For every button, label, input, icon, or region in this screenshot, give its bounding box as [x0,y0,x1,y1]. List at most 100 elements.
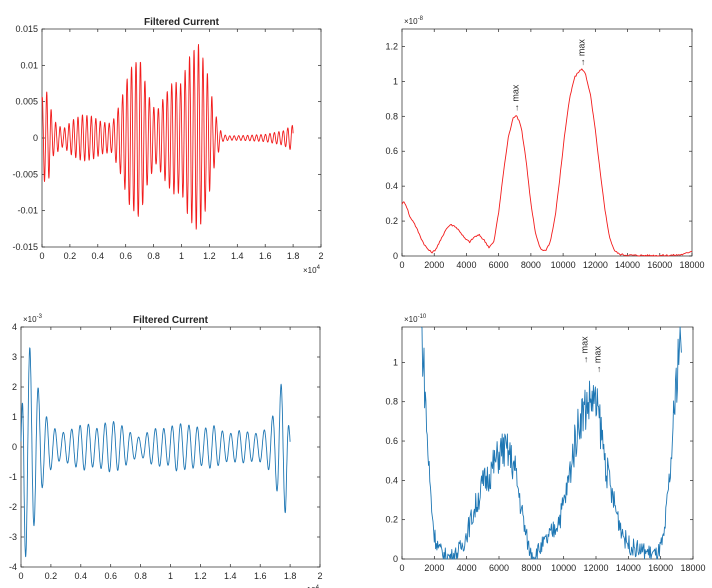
chart-p4: 0 2000 4000 6000 8000 10000 12000 14000 16000 180… [385,314,705,573]
x-tick-label: 0 [39,251,44,261]
chart-p1: 0 0.2 0.4 0.6 0.8 1 1.2 1.4 1.6 1.8 2 -0.015 -0.01 -0… [12,17,323,275]
series-line [401,68,693,257]
x-tick-label: 0 [399,563,404,573]
annotation-text: max [580,336,590,354]
y-tick-label: -3 [9,532,17,542]
x-tick-label: 10000 [551,563,576,573]
y-tick-label: 0.2 [385,216,398,226]
y-exponent-label: ×10-3 [23,314,43,324]
x-tick-label: 18000 [679,260,704,270]
x-tick-label: 12000 [583,260,608,270]
peak-annotation: →max [577,39,587,68]
x-tick-label: 14000 [616,563,641,573]
x-tick-label: 8000 [521,260,541,270]
annotation-text: max [511,84,521,102]
y-tick-label: -2 [9,502,17,512]
x-tick-label: 0 [18,571,23,581]
x-tick-label: 2 [317,571,322,581]
x-tick-label: 1 [179,251,184,261]
x-tick-label: 0.6 [104,571,117,581]
x-tick-label: 0 [399,260,404,270]
y-tick-label: -0.015 [12,242,38,252]
x-tick-label: 4000 [456,260,476,270]
y-tick-label: 1 [12,412,17,422]
x-tick-label: 1.6 [254,571,267,581]
x-tick-label: 0.8 [147,251,160,261]
x-tick-label: 1.8 [284,571,297,581]
x-tick-label: 16000 [647,260,672,270]
chart-title: Filtered Current [133,315,209,326]
x-tick-label: 6000 [489,563,509,573]
x-tick-label: 0.2 [45,571,58,581]
y-tick-label: 0 [393,251,398,261]
x-tick-label: 2000 [424,563,444,573]
x-tick-label: 1.6 [259,251,272,261]
x-tick-label: 10000 [551,260,576,270]
x-tick-label: 0.8 [134,571,147,581]
y-tick-label: 0.005 [15,97,38,107]
x-tick-label: 0.2 [64,251,77,261]
x-tick-label: 8000 [521,563,541,573]
y-tick-label: 0.4 [385,181,398,191]
series-line [41,43,294,230]
y-tick-label: 1.2 [385,41,398,51]
y-tick-label: 0.6 [385,146,398,156]
y-exponent-label: ×10-10 [404,314,427,324]
x-tick-label: 1 [168,571,173,581]
x-tick-label: 4000 [457,563,477,573]
peak-annotation: →max [580,336,590,365]
x-tick-label: 2000 [424,260,444,270]
peak-annotation: → max [511,84,521,113]
y-tick-label: 1 [393,357,398,367]
x-tick-label: 1.2 [203,251,216,261]
y-tick-label: 0.4 [385,475,398,485]
y-tick-label: 3 [12,352,17,362]
y-tick-label: -4 [9,562,17,572]
axes-box [401,28,693,257]
chart-title: Filtered Current [144,17,220,28]
y-tick-label: -0.01 [17,206,38,216]
annotation-arrow: → [593,365,603,374]
annotation-text: max [577,39,587,57]
x-tick-label: 1.2 [194,571,207,581]
x-tick-label: 0.4 [75,571,88,581]
y-tick-label: -1 [9,472,17,482]
annotation-arrow: → [577,58,587,67]
y-tick-label: 0.8 [385,397,398,407]
annotation-text: max [593,346,603,364]
y-tick-label: 0 [12,442,17,452]
x-exponent-label: ×104 [303,265,321,275]
peak-annotation: →max [593,346,603,375]
x-tick-label: 1.8 [287,251,300,261]
chart-p2: 0 2000 4000 6000 8000 10000 12000 14000 16000 180… [385,16,704,270]
x-tick-label: 14000 [615,260,640,270]
series-line [20,347,291,558]
y-tick-label: 0.015 [15,24,38,34]
y-tick-label: 0.2 [385,515,398,525]
x-tick-label: 1.4 [224,571,237,581]
x-exponent-label: ×104 [302,585,320,588]
axes-box [401,326,694,560]
annotation-arrow: → [580,355,590,364]
y-tick-label: 2 [12,382,17,392]
y-tick-label: 4 [12,322,17,332]
x-tick-label: 0.6 [119,251,132,261]
x-tick-label: 18000 [680,563,705,573]
y-tick-label: 1 [393,76,398,86]
annotation-arrow: → [511,104,521,113]
y-tick-label: 0.01 [20,60,38,70]
y-tick-label: 0.8 [385,111,398,121]
y-tick-label: 0.6 [385,436,398,446]
chart-p3: 0 0.2 0.4 0.6 0.8 1 1.2 1.4 1.6 1.8 2 -4 -3 -2 -1 0 1 2 3 4… [9,314,323,588]
y-exponent-label: ×10-8 [404,16,424,26]
series-line [421,326,682,560]
y-tick-label: -0.005 [12,169,38,179]
x-tick-label: 2 [318,251,323,261]
x-tick-label: 12000 [583,563,608,573]
x-tick-label: 6000 [489,260,509,270]
x-tick-label: 16000 [648,563,673,573]
y-tick-label: 0 [393,554,398,564]
x-tick-label: 0.4 [92,251,105,261]
y-tick-label: 0 [33,133,38,143]
